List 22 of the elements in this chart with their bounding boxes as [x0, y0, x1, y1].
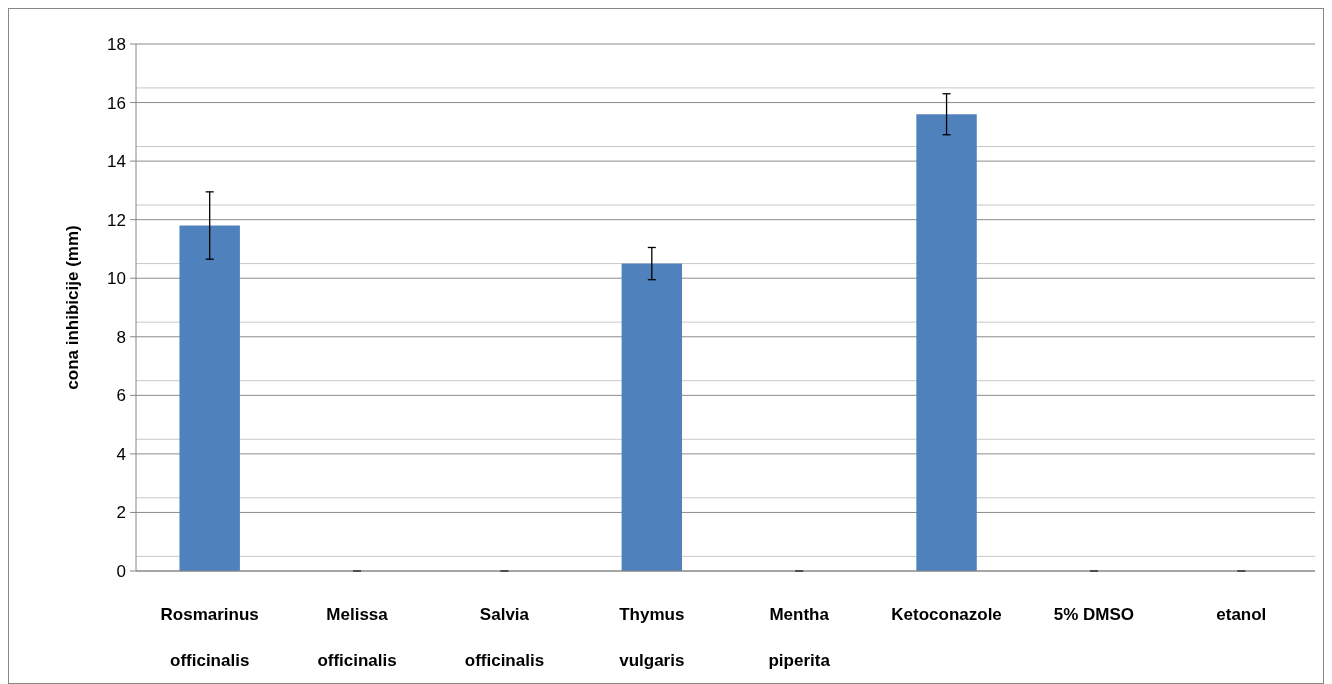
y-axis-title: cona inhibicije (mm): [63, 225, 82, 390]
y-tick-label: 16: [107, 93, 126, 113]
y-tick-label: 4: [116, 444, 126, 464]
x-tick-label: 5% DMSO: [1053, 605, 1135, 624]
x-tick-label: Ketoconazole: [891, 605, 1002, 624]
category-label: Rosmarinus officinalis: [160, 605, 259, 670]
bar: [179, 225, 240, 571]
category-label: Thymus vulgaris: [619, 605, 685, 670]
y-tick-label: 2: [116, 503, 126, 523]
bar: [621, 263, 683, 571]
category-label: Mentha piperita: [768, 605, 830, 670]
y-tick-label: 8: [116, 327, 126, 347]
y-tick-label: 10: [107, 269, 126, 289]
y-tick-label: 6: [116, 386, 126, 406]
y-tick-label: 0: [116, 561, 126, 581]
x-tick-label: etanol: [1216, 605, 1267, 624]
y-tick-label: 14: [107, 152, 126, 172]
category-label: Melissa officinalis: [317, 605, 397, 670]
bar: [916, 114, 977, 571]
y-tick-label: 18: [107, 34, 126, 54]
y-tick-label: 12: [107, 210, 126, 230]
category-label: Salvia officinalis: [464, 605, 545, 670]
